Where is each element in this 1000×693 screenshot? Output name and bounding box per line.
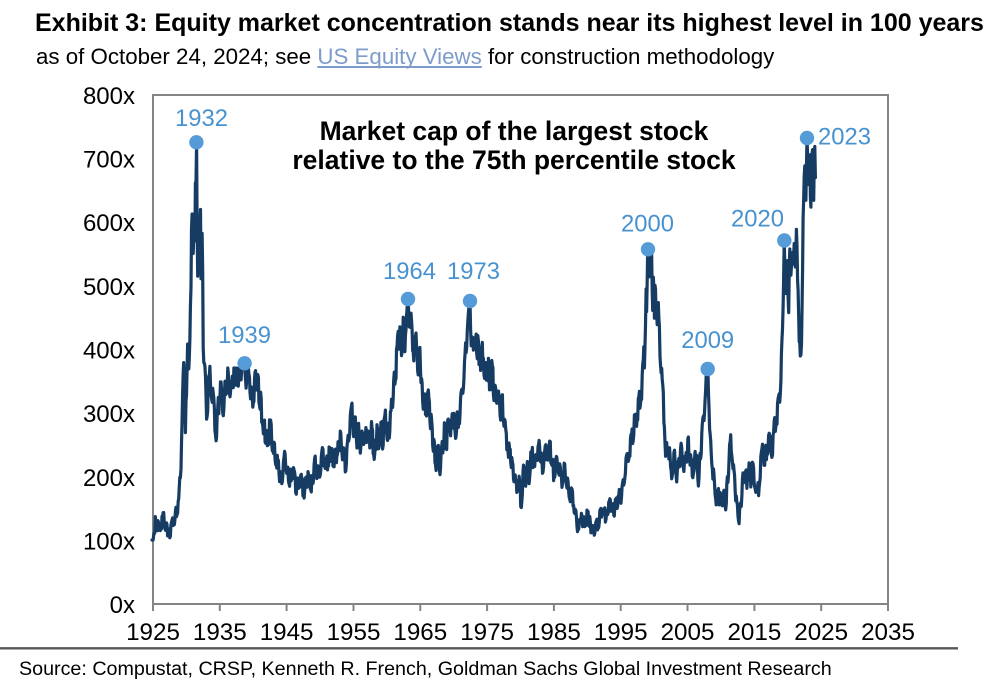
svg-text:100x: 100x — [83, 528, 135, 555]
svg-text:1935: 1935 — [193, 619, 247, 646]
svg-text:800x: 800x — [83, 83, 135, 110]
svg-text:2000: 2000 — [621, 211, 674, 238]
svg-text:1965: 1965 — [393, 619, 447, 646]
svg-text:300x: 300x — [83, 401, 135, 428]
svg-text:2035: 2035 — [861, 619, 915, 646]
svg-text:2020: 2020 — [731, 206, 784, 233]
svg-text:2023: 2023 — [818, 124, 871, 151]
svg-text:1985: 1985 — [527, 619, 581, 646]
svg-text:1939: 1939 — [218, 322, 271, 349]
svg-text:1964: 1964 — [383, 258, 436, 285]
svg-text:2009: 2009 — [681, 327, 734, 354]
svg-text:200x: 200x — [83, 465, 135, 492]
svg-text:2005: 2005 — [661, 619, 715, 646]
svg-text:1975: 1975 — [460, 619, 514, 646]
svg-text:1925: 1925 — [126, 619, 180, 646]
svg-text:400x: 400x — [83, 338, 135, 365]
svg-text:0x: 0x — [110, 592, 135, 619]
svg-text:1945: 1945 — [260, 619, 314, 646]
svg-text:2015: 2015 — [727, 619, 781, 646]
svg-text:2025: 2025 — [794, 619, 848, 646]
svg-text:600x: 600x — [83, 210, 135, 237]
svg-text:1995: 1995 — [594, 619, 648, 646]
svg-text:1973: 1973 — [447, 258, 500, 285]
svg-text:1955: 1955 — [327, 619, 381, 646]
svg-text:500x: 500x — [83, 274, 135, 301]
svg-text:1932: 1932 — [175, 105, 228, 132]
svg-text:700x: 700x — [83, 147, 135, 174]
